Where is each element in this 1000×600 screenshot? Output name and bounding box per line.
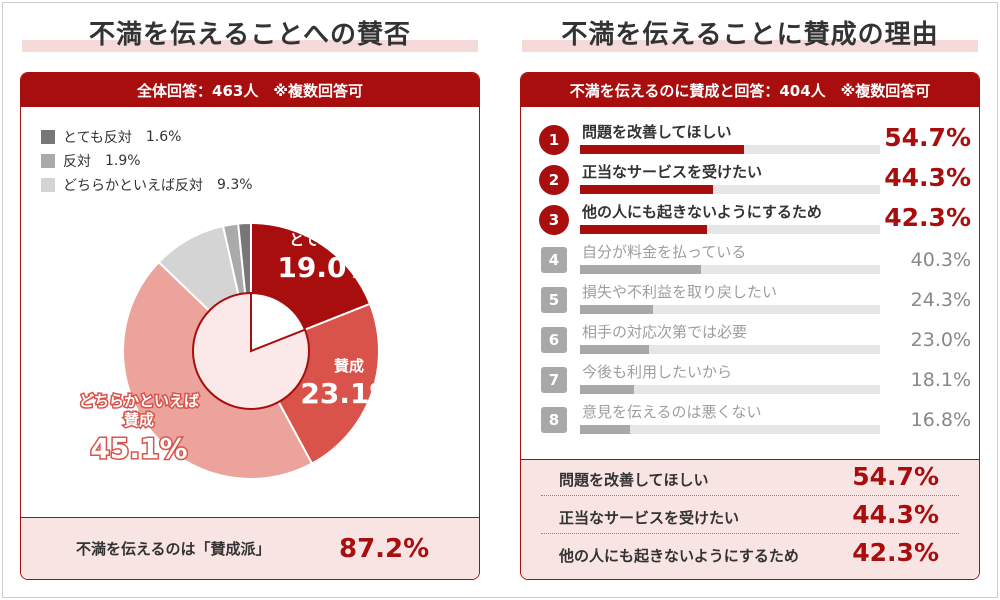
rank-value: 18.1% xyxy=(910,369,971,391)
rank-label: 問題を改善してほしい xyxy=(582,123,732,141)
left-panel: 全体回答：463人 ※複数回答可 とても反対 1.6% 反対 1.9% どちらかといえば… xyxy=(20,72,480,580)
top3-summary: 問題を改善してほしい 54.7% 正当なサービスを受けたい 44.3% 他の人に… xyxy=(521,459,979,579)
pie-slice-label: とても賛成 xyxy=(289,231,363,249)
legend-item: とても反対 1.6% xyxy=(41,125,253,149)
rank-row: 1 問題を改善してほしい 54.7% xyxy=(539,121,971,161)
rank-badge: 4 xyxy=(541,247,567,273)
left-section-title: 不満を伝えることへの賛否 xyxy=(89,20,411,50)
pie-slice-label: 賛成 xyxy=(334,357,364,375)
rank-bar xyxy=(580,145,745,154)
rank-row: 5 損失や不利益を取り戻したい 24.3% xyxy=(539,281,971,321)
right-panel-header: 不満を伝えるのに賛成と回答：404人 ※複数回答可 xyxy=(521,73,979,107)
rank-row: 8 意見を伝えるのは悪くない 16.8% xyxy=(539,401,971,441)
rank-bar xyxy=(580,225,707,234)
rank-label: 意見を伝えるのは悪くない xyxy=(582,403,762,421)
rank-badge: 8 xyxy=(541,407,567,433)
rank-bar-track xyxy=(580,345,880,354)
rank-row: 4 自分が料金を払っている 40.3% xyxy=(539,241,971,281)
rank-label: 損失や不利益を取り戻したい xyxy=(582,283,778,301)
top3-item: 他の人にも起きないようにするため 42.3% xyxy=(541,536,959,572)
rank-row: 2 正当なサービスを受けたい 44.3% xyxy=(539,161,971,201)
rank-bar-track xyxy=(580,305,880,314)
supporters-summary: 不満を伝えるのは「賛成派」 87.2% xyxy=(21,517,479,579)
rank-bar-track xyxy=(580,225,880,234)
rank-row: 7 今後も利用したいから 18.1% xyxy=(539,361,971,401)
legend-label: どちらかといえば反対 xyxy=(63,178,203,194)
rank-value: 42.3% xyxy=(884,203,971,232)
rank-label: 他の人にも起きないようにするため xyxy=(582,203,822,221)
right-title-underline xyxy=(522,40,978,52)
rank-label: 相手の対応次第では必要 xyxy=(582,323,748,341)
rank-badge: 5 xyxy=(541,287,567,313)
rank-row: 6 相手の対応次第では必要 23.0% xyxy=(539,321,971,361)
rank-bar xyxy=(580,385,635,394)
pie-inner-wedge xyxy=(250,291,307,353)
rank-label: 今後も利用したいから xyxy=(582,363,733,381)
rank-badge: 7 xyxy=(541,367,567,393)
summary-value: 87.2% xyxy=(339,533,430,564)
left-panel-header-text: 全体回答：463人 ※複数回答可 xyxy=(137,81,363,100)
top3-value: 42.3% xyxy=(852,538,939,567)
rank-badge: 3 xyxy=(539,205,569,235)
legend-value: 1.6% xyxy=(145,129,182,145)
rank-value: 44.3% xyxy=(884,163,971,192)
top3-value: 54.7% xyxy=(852,462,939,491)
right-section-title: 不満を伝えることに賛成の理由 xyxy=(561,20,939,50)
rank-label: 正当なサービスを受けたい xyxy=(582,163,763,181)
right-panel: 不満を伝えるのに賛成と回答：404人 ※複数回答可 1 問題を改善してほしい 54.… xyxy=(520,72,980,580)
legend-label: 反対 xyxy=(63,154,91,170)
rank-value: 40.3% xyxy=(910,249,971,271)
rank-bar-track xyxy=(580,265,880,274)
summary-label: 不満を伝えるのは「賛成派」 xyxy=(76,540,271,558)
rank-bar-track xyxy=(580,385,880,394)
legend-item: 反対 1.9% xyxy=(41,149,253,173)
top3-label: 正当なサービスを受けたい xyxy=(559,509,740,527)
right-panel-header-text: 不満を伝えるのに賛成と回答：404人 ※複数回答可 xyxy=(569,81,931,100)
rank-bar xyxy=(580,305,653,314)
pie-slice-value: 19.0% xyxy=(277,251,374,284)
rank-badge: 1 xyxy=(539,125,569,155)
rank-value: 23.0% xyxy=(910,329,971,351)
legend-swatch xyxy=(41,178,55,192)
pie-slice-value: 45.1% xyxy=(90,432,187,465)
legend-label: とても反対 xyxy=(63,130,132,146)
legend-swatch xyxy=(41,154,55,168)
pie-slice-value: 23.1% xyxy=(300,377,397,410)
rank-bar xyxy=(580,345,649,354)
rank-bar xyxy=(580,185,713,194)
pie-legend: とても反対 1.6% 反対 1.9% どちらかといえば反対 9.3% xyxy=(41,125,253,197)
rank-row: 3 他の人にも起きないようにするため 42.3% xyxy=(539,201,971,241)
rank-badge: 2 xyxy=(539,165,569,195)
rank-value: 54.7% xyxy=(884,123,971,152)
rank-label: 自分が料金を払っている xyxy=(582,243,747,261)
rank-value: 24.3% xyxy=(910,289,971,311)
top3-label: 他の人にも起きないようにするため xyxy=(559,547,799,565)
top3-item: 正当なサービスを受けたい 44.3% xyxy=(541,498,959,534)
legend-value: 9.3% xyxy=(217,177,253,193)
rank-value: 16.8% xyxy=(910,409,971,431)
top3-item: 問題を改善してほしい 54.7% xyxy=(541,460,959,496)
legend-item: どちらかといえば反対 9.3% xyxy=(41,173,253,197)
rank-bar xyxy=(580,425,631,434)
rank-bar-track xyxy=(580,425,880,434)
rank-bar-track xyxy=(580,145,880,154)
legend-swatch xyxy=(41,130,55,144)
left-title-underline xyxy=(22,40,478,52)
top3-value: 44.3% xyxy=(852,500,939,529)
top3-label: 問題を改善してほしい xyxy=(559,471,709,489)
rank-badge: 6 xyxy=(541,327,567,353)
rank-bar xyxy=(580,265,701,274)
legend-value: 1.9% xyxy=(105,153,141,169)
left-panel-header: 全体回答：463人 ※複数回答可 xyxy=(21,73,479,107)
pie-slice-label: どちらかといえば賛成 xyxy=(79,392,199,429)
rank-bar-track xyxy=(580,185,880,194)
